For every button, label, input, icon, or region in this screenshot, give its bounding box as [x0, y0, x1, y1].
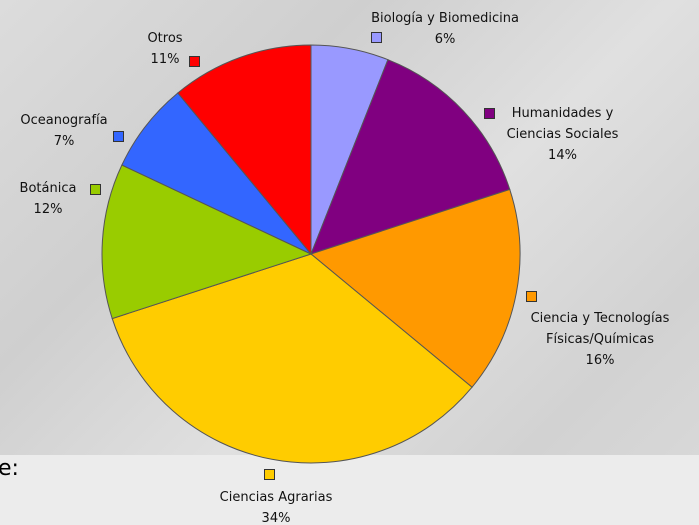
category-name: Otros — [147, 31, 183, 46]
percent-label: 12% — [33, 202, 63, 217]
legend-swatch — [371, 32, 382, 43]
percent-label: 7% — [53, 134, 75, 149]
pie-slice — [177, 44, 312, 256]
percent-label: 16% — [585, 353, 615, 368]
legend-swatch — [484, 108, 495, 119]
percent-label: 14% — [548, 148, 577, 163]
category-name: Oceanografía — [20, 113, 108, 128]
category-name: Ciencia y Tecnologías Físicas/Químicas — [530, 311, 670, 347]
pie-slice — [309, 188, 521, 388]
slice-label: Biología y Biomedicina 6% — [360, 8, 530, 50]
slice-label: Oceanografía 7% — [14, 110, 114, 152]
percent-label: 34% — [261, 511, 291, 525]
legend-swatch — [526, 291, 537, 302]
category-name: Ciencias Agrarias — [219, 490, 333, 505]
legend-swatch — [113, 131, 124, 142]
category-name: Humanidades y Ciencias Sociales — [506, 106, 619, 142]
background-band — [0, 455, 699, 525]
slice-label: Botánica 12% — [8, 178, 88, 220]
category-name: Biología y Biomedicina — [371, 11, 519, 26]
slice-label: Ciencias Agrarias 34% — [196, 487, 356, 525]
legend-swatch — [264, 469, 275, 480]
slice-label: Otros 11% — [125, 28, 205, 70]
category-name: Botánica — [19, 181, 77, 196]
legend-swatch — [189, 56, 200, 67]
pie-slice — [111, 253, 473, 464]
percent-label: 11% — [150, 52, 180, 67]
pie-slice — [101, 164, 313, 320]
percent-label: 6% — [434, 32, 456, 47]
text-fragment: e: — [0, 456, 19, 481]
legend-swatch — [90, 184, 101, 195]
slice-label: Humanidades y Ciencias Sociales 14% — [490, 103, 635, 166]
slice-label: Ciencia y Tecnologías Físicas/Químicas 16… — [515, 308, 685, 371]
